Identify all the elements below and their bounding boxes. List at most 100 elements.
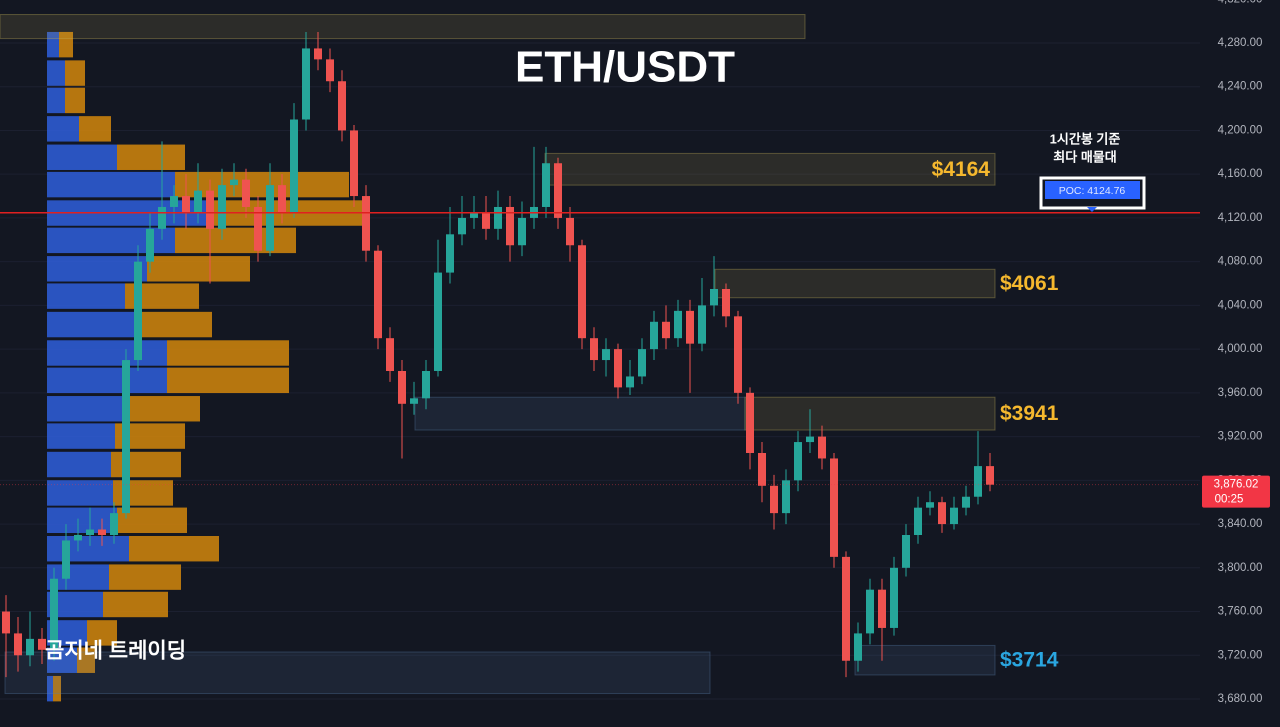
candle-body <box>638 349 646 377</box>
poc-box <box>1045 181 1140 199</box>
profile-sell <box>109 564 181 590</box>
profile-sell <box>87 620 117 646</box>
profile-sell <box>175 171 349 198</box>
zone <box>744 396 996 431</box>
zone <box>0 14 806 40</box>
profile-buy <box>47 60 65 86</box>
profile-sell <box>175 227 296 254</box>
chart-title: ETH/USDT <box>515 43 735 92</box>
candle-body <box>98 529 106 535</box>
candle-body <box>506 206 514 246</box>
candle-body <box>38 638 46 650</box>
candle-body <box>554 163 562 218</box>
candle-body <box>842 556 850 661</box>
profile-buy <box>47 507 117 533</box>
candle-body <box>950 507 958 525</box>
candle-body <box>878 589 886 628</box>
candle-body <box>170 196 178 207</box>
y-tick-label: 4,280.00 <box>1218 37 1263 49</box>
profile-sell <box>135 311 212 338</box>
poc-label: POC: 4124.76 <box>1059 185 1126 197</box>
candle-body <box>650 321 658 350</box>
candle-body <box>626 376 634 388</box>
annotation: 최다 매물대 <box>1053 149 1116 164</box>
profile-sell <box>147 256 250 282</box>
candle-body <box>230 179 238 186</box>
candle-body <box>26 638 34 656</box>
y-tick-label: 4,120.00 <box>1218 212 1263 224</box>
profile-sell <box>167 340 289 366</box>
candle-body <box>422 370 430 399</box>
candle-body <box>410 398 418 404</box>
profile-buy <box>47 31 59 58</box>
profile-buy <box>47 535 129 562</box>
candle-body <box>86 529 94 535</box>
candle-body <box>590 338 598 361</box>
last-price-label: 3,876.02 <box>1214 479 1259 491</box>
candle-body <box>866 589 874 634</box>
candle-body <box>2 611 10 634</box>
candle-body <box>302 48 310 120</box>
profile-buy <box>47 283 125 309</box>
candle-body <box>290 119 298 213</box>
candle-body <box>854 633 862 661</box>
candle-body <box>566 217 574 246</box>
zone-label: $3941 <box>1000 402 1059 425</box>
candle-body <box>914 507 922 535</box>
annotation: 1시간봉 기준 <box>1050 131 1121 146</box>
zone <box>544 152 996 186</box>
profile-buy <box>47 116 79 142</box>
candle-body <box>602 349 610 361</box>
candle-body <box>794 442 802 481</box>
profile-buy <box>47 451 111 478</box>
profile-buy <box>47 647 77 673</box>
y-tick-label: 4,040.00 <box>1218 299 1263 311</box>
candle-body <box>122 360 130 514</box>
candle-body <box>482 212 490 229</box>
candle-body <box>758 452 766 486</box>
profile-buy <box>47 87 65 114</box>
candle-body <box>350 130 358 197</box>
candle-body <box>374 250 382 339</box>
candle-body <box>74 534 82 541</box>
y-tick-label: 4,200.00 <box>1218 124 1263 136</box>
candle-body <box>746 392 754 453</box>
profile-sell <box>123 396 200 422</box>
candle-body <box>962 496 970 508</box>
candle-body <box>518 217 526 246</box>
candle-body <box>434 272 442 371</box>
candle-body <box>386 338 394 371</box>
candle-body <box>278 185 286 213</box>
profile-buy <box>47 311 135 338</box>
candle-body <box>182 196 190 213</box>
y-tick-label: 3,680.00 <box>1218 693 1263 705</box>
profile-sell <box>79 116 111 142</box>
candle-body <box>62 540 70 579</box>
candle-body <box>338 81 346 131</box>
profile-sell <box>77 647 95 673</box>
profile-buy <box>47 367 167 394</box>
candle-body <box>698 305 706 344</box>
candle-body <box>542 163 550 207</box>
y-tick-label: 3,960.00 <box>1218 387 1263 399</box>
candle-body <box>902 534 910 568</box>
candle-body <box>446 234 454 273</box>
candle-body <box>266 185 274 251</box>
profile-buy <box>47 227 175 254</box>
profile-buy <box>47 340 167 366</box>
candle-body <box>614 349 622 388</box>
candle-body <box>890 567 898 628</box>
zone <box>714 268 996 299</box>
candle-body <box>470 212 478 218</box>
countdown: 00:25 <box>1215 494 1244 506</box>
zone-label: $3714 <box>1000 649 1059 672</box>
candle-body <box>206 190 214 229</box>
candle-body <box>806 436 814 443</box>
candle-body <box>110 513 118 535</box>
profile-buy <box>47 480 113 506</box>
candle-body <box>974 466 982 497</box>
candle-body <box>146 228 154 262</box>
last-price-box <box>1202 475 1270 508</box>
profile-sell <box>129 535 219 562</box>
candle-body <box>362 196 370 251</box>
